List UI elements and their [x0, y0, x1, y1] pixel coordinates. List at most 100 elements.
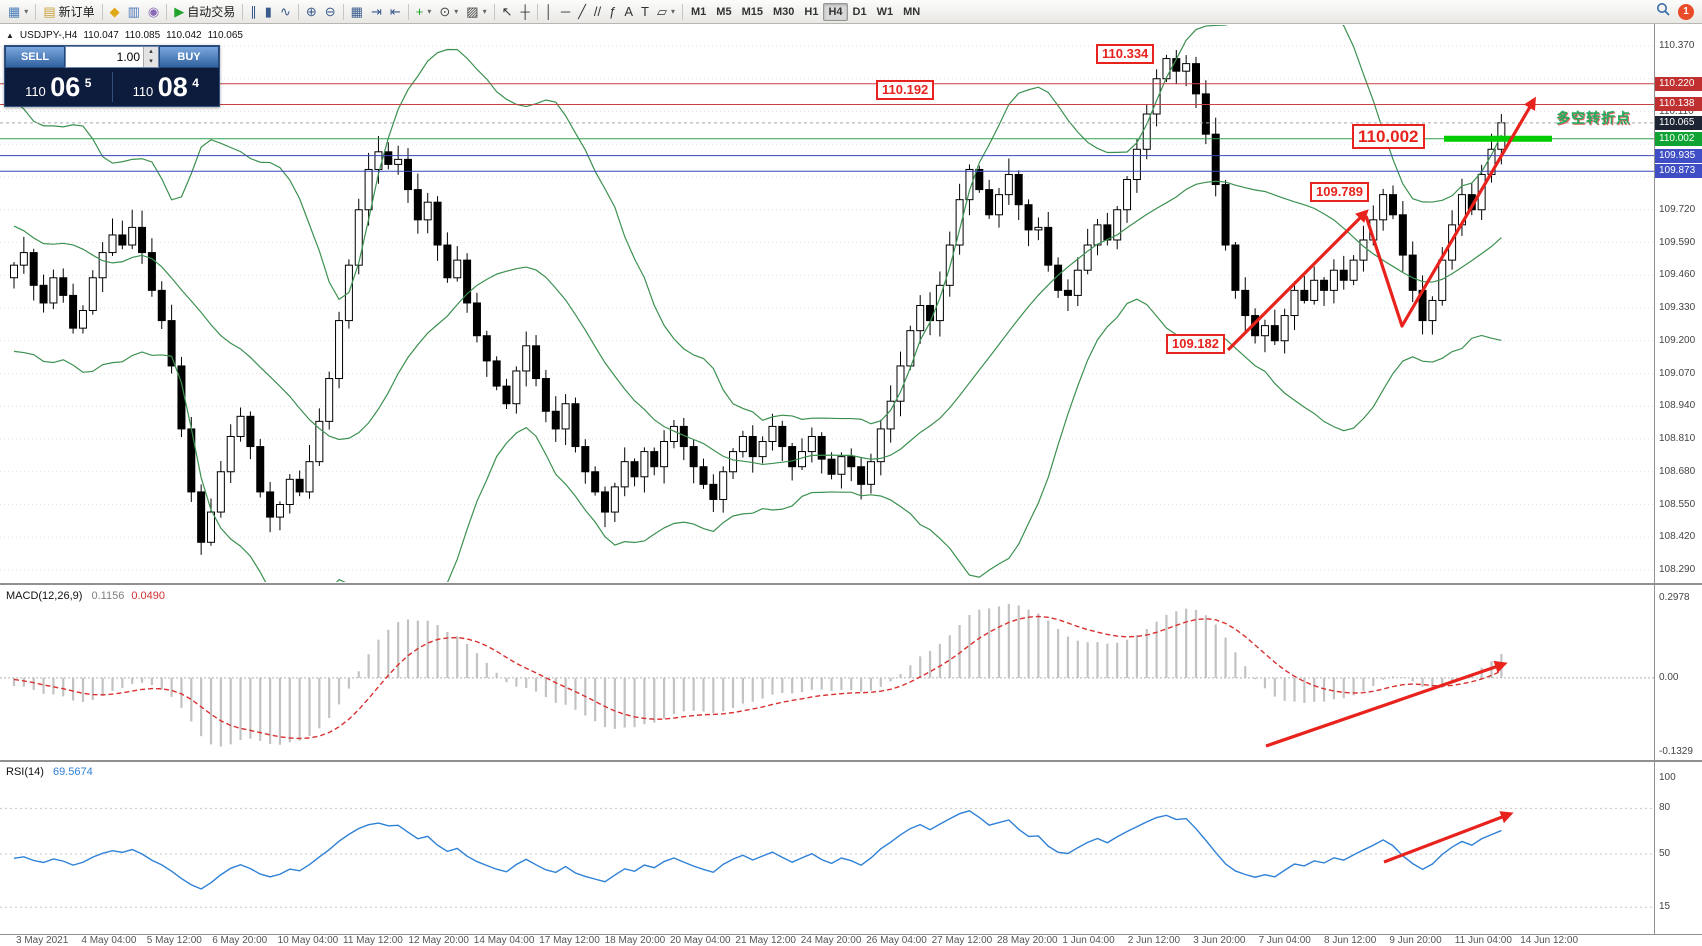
toolbar-metaeditor-button[interactable]: ◆: [106, 2, 124, 22]
horizontal-line-icon: ─: [560, 4, 571, 19]
one-click-trading-panel: SELL 1.00 ▴ ▾ BUY 110 06 5 110 08 4: [4, 45, 220, 107]
toolbar-chart-bars-button[interactable]: ∥: [246, 2, 261, 22]
toolbar-crosshair-button[interactable]: ┼: [517, 2, 534, 22]
buy-price-display[interactable]: 110 08 4: [113, 72, 220, 103]
toolbar-separator: [297, 3, 299, 20]
price-label-annotation[interactable]: 110.192: [876, 80, 935, 101]
toolbar: ▦ ▾ ▤ 新订单 ◆ ▥ ◉ ▶ 自动交易 ∥ ▮ ∿ ⊕ ⊖ ▦ ⇥ ⇤ + ▾ ⊙ ▾ ▨ ▾ ↖ ┼ │ ─ ╱//ƒ A T ▱ ▾…: [0, 0, 1702, 24]
toolbar-chart-shift-button[interactable]: ⇤: [386, 2, 405, 22]
timeframe-mn-button[interactable]: MN: [898, 3, 925, 21]
turning-point-note[interactable]: 多空转折点: [1556, 110, 1631, 126]
trendline-icon: ╱: [578, 4, 586, 19]
timeframe-h4-button[interactable]: H4: [823, 2, 848, 21]
timeframe-m30-button[interactable]: M30: [768, 3, 799, 21]
toolbar-fibonacci-button[interactable]: ƒ: [605, 2, 620, 22]
ohlc-close: 110.065: [207, 30, 243, 41]
sell-price-big: 06: [50, 71, 81, 102]
time-scale[interactable]: 3 May 2021 4 May 04:00 5 May 12:00 6 May 20…: [0, 935, 1702, 946]
toolbar-new-order-button[interactable]: ▤ 新订单: [39, 2, 98, 22]
autotrade-label: 自动交易: [187, 5, 236, 19]
shapes-icon: ▱: [657, 4, 667, 19]
timeframe-d1-button[interactable]: D1: [848, 3, 872, 21]
volume-control[interactable]: 1.00 ▴ ▾: [65, 46, 159, 68]
chart-macd-separator[interactable]: [0, 583, 1702, 585]
toolbar-chart-candles-button[interactable]: ▮: [261, 2, 276, 22]
shapes-dropdown-icon[interactable]: ▾: [671, 7, 676, 16]
toolbar-separator: [35, 3, 37, 20]
trade-panel-controls: SELL 1.00 ▴ ▾ BUY: [5, 46, 219, 68]
rsi-indicator-label: RSI(14) 69.5674: [6, 766, 93, 778]
cursor-icon: ↖: [501, 4, 513, 19]
new-chart-icon: ▦: [8, 4, 21, 19]
toolbar-new-chart-button[interactable]: ▦ ▾: [4, 2, 32, 22]
price-label-annotation[interactable]: 110.002: [1352, 124, 1425, 150]
vertical-line-icon: │: [544, 4, 553, 19]
time-axis-label: 14 May 04:00: [473, 935, 535, 946]
timeframe-w1-button[interactable]: W1: [872, 3, 899, 21]
new-chart-dropdown-icon[interactable]: ▾: [24, 7, 29, 16]
price-label-annotation[interactable]: 110.334: [1096, 44, 1155, 65]
volume-value[interactable]: 1.00: [116, 50, 140, 64]
toolbar-separator: [536, 3, 538, 20]
timeframe-h1-button[interactable]: H1: [799, 3, 823, 21]
price-scale-border: [1654, 24, 1655, 934]
toolbar-periods-button[interactable]: ⊙ ▾: [435, 2, 462, 22]
toolbar-chart-line-button[interactable]: ∿: [276, 2, 295, 22]
toolbar-separator: [242, 3, 244, 20]
toolbar-zoom-in-button[interactable]: ⊕: [302, 2, 321, 22]
price-label-annotation[interactable]: 109.182: [1166, 334, 1225, 355]
macd-rsi-separator[interactable]: [0, 760, 1702, 762]
toolbar-tile-windows-button[interactable]: ▦: [347, 2, 367, 22]
toolbar-separator: [682, 3, 684, 20]
toolbar-auto-scroll-button[interactable]: ⇥: [367, 2, 386, 22]
timeframe-m1-button[interactable]: M1: [686, 3, 711, 21]
templates-dropdown-icon[interactable]: ▾: [482, 7, 487, 16]
autotrade-icon: ▶: [174, 4, 185, 19]
toolbar-autotrade-button[interactable]: ▶ 自动交易: [170, 2, 239, 22]
price-scale-label: 109.720: [1659, 203, 1696, 215]
toolbar-text-button[interactable]: A: [620, 2, 637, 22]
toolbar-text-label-button[interactable]: T: [637, 2, 653, 22]
buy-price-pip: 4: [192, 75, 199, 90]
symbol-name: USDJPY-,H4: [19, 30, 78, 41]
text-icon: A: [624, 4, 634, 19]
rsi-value: 69.5674: [52, 766, 93, 778]
indicators-dropdown-icon[interactable]: ▾: [427, 7, 432, 16]
price-scale-label: 108.680: [1659, 465, 1696, 477]
time-axis-label: 14 Jun 12:00: [1520, 935, 1579, 946]
sell-button[interactable]: SELL: [5, 46, 65, 68]
price-tag-green: 110.002: [1655, 131, 1702, 146]
toolbar-templates-button[interactable]: ▨ ▾: [462, 2, 490, 22]
toolbar-shapes-button[interactable]: ▱ ▾: [653, 2, 679, 22]
toolbar-navigator-button[interactable]: ◉: [144, 2, 163, 22]
volume-spinner: ▴ ▾: [143, 47, 158, 67]
search-icon[interactable]: [1656, 2, 1670, 21]
notification-badge[interactable]: 1: [1678, 3, 1694, 20]
sell-price-display[interactable]: 110 06 5: [5, 72, 112, 103]
time-axis-label: 10 May 04:00: [277, 935, 339, 946]
price-label-annotation[interactable]: 109.789: [1310, 182, 1369, 203]
toolbar-horizontal-line-button[interactable]: ─: [557, 2, 574, 22]
panel-toggle-icon[interactable]: ▲: [6, 31, 14, 40]
buy-price-prefix: 110: [132, 83, 154, 99]
toolbar-trendline-button[interactable]: ╱: [574, 2, 590, 22]
price-tag-blue: 109.935: [1655, 148, 1702, 163]
toolbar-indicators-button[interactable]: + ▾: [412, 2, 436, 22]
templates-icon: ▨: [466, 4, 479, 19]
toolbar-zoom-out-button[interactable]: ⊖: [321, 2, 340, 22]
price-tag-red: 110.220: [1655, 76, 1702, 91]
toolbar-vertical-line-button[interactable]: │: [541, 2, 557, 22]
buy-button[interactable]: BUY: [159, 46, 219, 68]
toolbar-market-watch-button[interactable]: ▥: [124, 2, 144, 22]
timeframe-m5-button[interactable]: M5: [711, 3, 736, 21]
toolbar-cursor-button[interactable]: ↖: [498, 2, 517, 22]
volume-increase-button[interactable]: ▴: [144, 47, 158, 57]
periods-dropdown-icon[interactable]: ▾: [454, 7, 459, 16]
price-scale[interactable]: 110.370110.110109.980109.720109.590109.4…: [1655, 0, 1702, 946]
toolbar-channel-button[interactable]: //: [590, 2, 605, 22]
macd-scale-label: -0.1329: [1659, 746, 1693, 757]
volume-decrease-button[interactable]: ▾: [144, 57, 158, 67]
rsi-scale-label: 15: [1659, 901, 1671, 913]
timeframe-m15-button[interactable]: M15: [737, 3, 768, 21]
